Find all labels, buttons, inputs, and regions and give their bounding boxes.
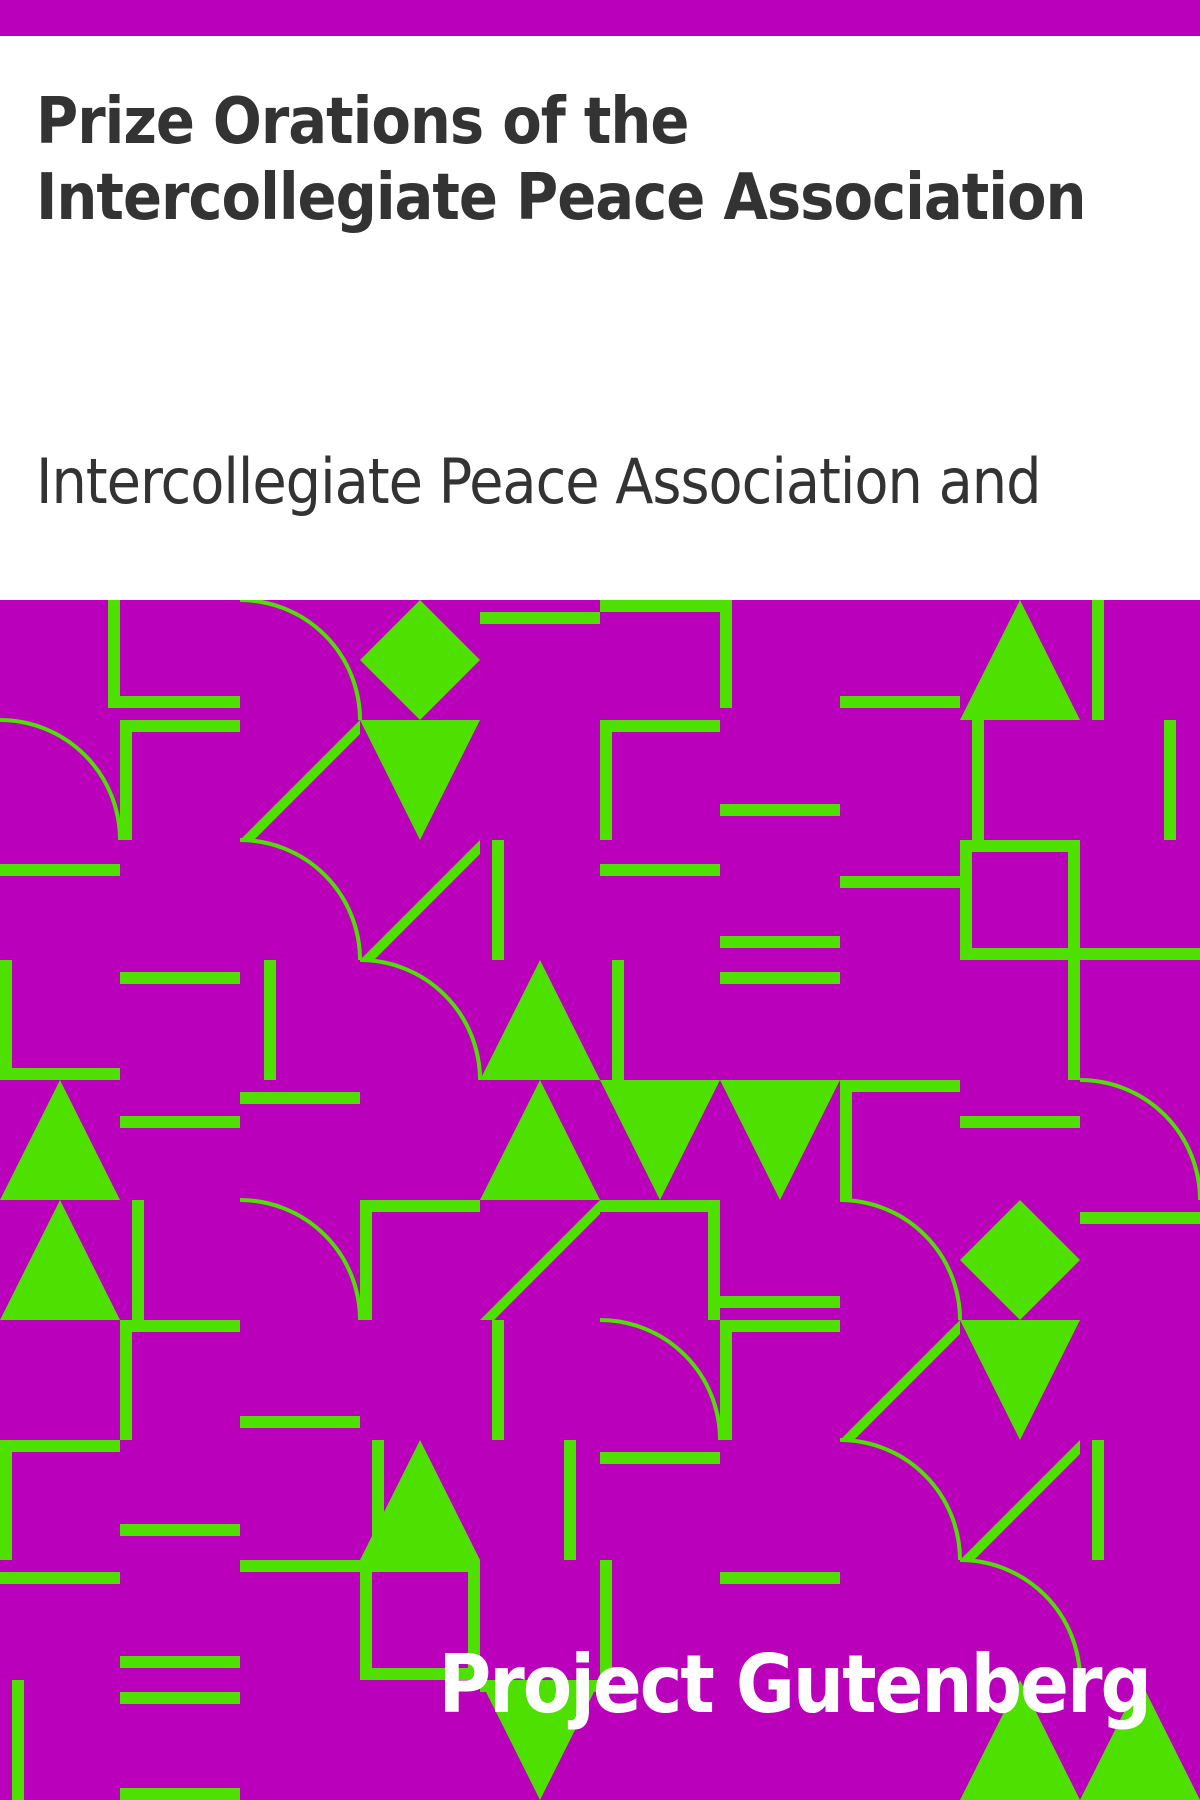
bar-shape — [120, 1116, 240, 1128]
bar-shape — [120, 1320, 240, 1332]
bar-shape — [0, 1440, 120, 1452]
bar-shape — [840, 876, 960, 888]
bar-shape — [1164, 720, 1176, 840]
bar-shape — [360, 1200, 372, 1320]
bar-shape — [600, 1452, 720, 1464]
bar-shape — [840, 1080, 852, 1200]
bar-shape — [1092, 1440, 1104, 1560]
bar-shape — [600, 600, 732, 612]
bar-shape — [120, 720, 132, 840]
bar-shape — [120, 1320, 132, 1440]
bar-shape — [240, 1560, 360, 1572]
book-author: Intercollegiate Peace Association and — [36, 446, 1166, 518]
bar-shape — [120, 720, 240, 732]
bar-shape — [1080, 948, 1200, 960]
bar-shape — [120, 1656, 240, 1668]
bar-shape — [240, 1092, 360, 1104]
bar-shape — [120, 1692, 240, 1704]
bar-shape — [1080, 1212, 1200, 1224]
bar-shape — [720, 972, 840, 984]
bar-shape — [372, 1440, 384, 1560]
bar-shape — [972, 720, 984, 840]
bar-shape — [600, 864, 720, 876]
bar-shape — [0, 1440, 12, 1560]
bar-shape — [600, 720, 720, 732]
bar-shape — [264, 960, 276, 1080]
bar-shape — [720, 1296, 840, 1308]
bar-shape — [720, 1320, 732, 1440]
bar-shape — [120, 1524, 240, 1536]
bar-shape — [720, 936, 840, 948]
bar-shape — [612, 960, 624, 1080]
bar-shape — [840, 1080, 960, 1092]
bar-shape — [840, 696, 960, 708]
bar-shape — [0, 864, 120, 876]
bar-shape — [600, 1200, 720, 1212]
bar-shape — [120, 696, 240, 708]
bar-shape — [0, 1572, 120, 1584]
publisher-logo: Project Gutenberg — [439, 1640, 1150, 1730]
bar-shape — [720, 600, 732, 708]
bar-shape — [120, 1788, 240, 1800]
bar-shape — [480, 612, 600, 624]
top-accent-bar — [0, 0, 1200, 36]
bar-shape — [720, 1572, 840, 1584]
bar-shape — [1092, 600, 1104, 720]
bar-shape — [12, 1680, 24, 1800]
bar-shape — [0, 960, 12, 1080]
bar-shape — [492, 840, 504, 960]
book-title: Prize Orations of the Intercollegiate Pe… — [36, 84, 1166, 236]
bar-shape — [132, 1200, 144, 1320]
bar-shape — [720, 1320, 840, 1332]
bar-shape — [240, 1416, 360, 1428]
bar-shape — [0, 1068, 120, 1080]
bar-shape — [108, 600, 120, 708]
bar-shape — [492, 1320, 504, 1440]
bar-shape — [600, 720, 612, 840]
bar-shape — [720, 804, 840, 816]
bar-shape — [564, 1440, 576, 1560]
cover-pattern — [0, 600, 1200, 1800]
bar-shape — [1068, 960, 1080, 1080]
bar-shape — [708, 1200, 720, 1320]
bar-shape — [960, 1116, 1080, 1128]
bar-shape — [120, 972, 240, 984]
bar-shape — [360, 1200, 480, 1212]
